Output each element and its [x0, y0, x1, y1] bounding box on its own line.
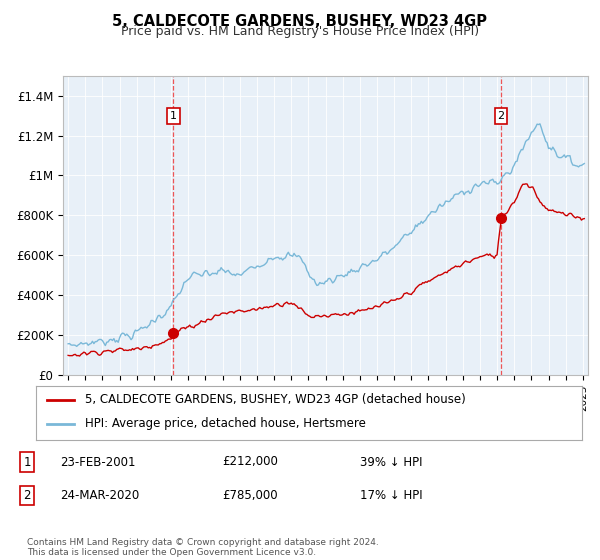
Text: 1: 1 [170, 111, 177, 121]
Text: 17% ↓ HPI: 17% ↓ HPI [360, 489, 422, 502]
Text: 5, CALDECOTE GARDENS, BUSHEY, WD23 4GP (detached house): 5, CALDECOTE GARDENS, BUSHEY, WD23 4GP (… [85, 393, 466, 406]
Text: 39% ↓ HPI: 39% ↓ HPI [360, 455, 422, 469]
Text: HPI: Average price, detached house, Hertsmere: HPI: Average price, detached house, Hert… [85, 417, 366, 430]
Text: Price paid vs. HM Land Registry's House Price Index (HPI): Price paid vs. HM Land Registry's House … [121, 25, 479, 38]
Text: 23-FEB-2001: 23-FEB-2001 [60, 455, 136, 469]
Text: 2: 2 [497, 111, 505, 121]
Text: 2: 2 [23, 489, 31, 502]
Text: £212,000: £212,000 [222, 455, 278, 469]
Text: 1: 1 [23, 455, 31, 469]
Text: Contains HM Land Registry data © Crown copyright and database right 2024.
This d: Contains HM Land Registry data © Crown c… [27, 538, 379, 557]
Text: £785,000: £785,000 [222, 489, 278, 502]
Text: 24-MAR-2020: 24-MAR-2020 [60, 489, 139, 502]
Text: 5, CALDECOTE GARDENS, BUSHEY, WD23 4GP: 5, CALDECOTE GARDENS, BUSHEY, WD23 4GP [113, 14, 487, 29]
